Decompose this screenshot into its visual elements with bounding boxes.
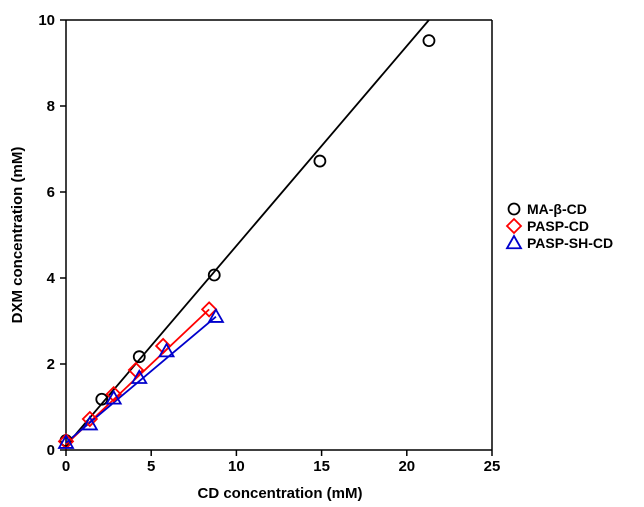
y-tick-label: 2 [47, 356, 55, 373]
legend-marker [505, 234, 523, 250]
data-point [154, 337, 172, 355]
legend-label: MA-β-CD [527, 201, 587, 217]
y-tick-label: 6 [47, 184, 55, 201]
legend-marker [505, 217, 523, 235]
data-point [207, 268, 221, 282]
legend-label: PASP-SH-CD [527, 235, 613, 251]
data-point [105, 385, 122, 403]
fit-lines [65, 19, 430, 447]
x-tick-label: 10 [228, 458, 245, 475]
legend-marker [507, 202, 521, 216]
data-point [157, 342, 176, 358]
x-tick-label: 20 [398, 458, 415, 475]
fit-line [65, 19, 430, 447]
y-tick-label: 10 [38, 12, 55, 29]
data-point [313, 154, 327, 168]
data-point [105, 389, 123, 405]
x-axis-title: CD concentration (mM) [198, 485, 363, 502]
y-tick-label: 8 [47, 98, 55, 115]
data-point [81, 415, 99, 431]
data-point [57, 433, 75, 449]
fit-line [65, 316, 217, 444]
axes: 0 5 10 15 20 25 0 2 4 6 8 10 [38, 12, 500, 475]
data-point [207, 307, 225, 323]
data-point [422, 34, 436, 48]
data-point [95, 392, 109, 406]
x-tick-label: 5 [147, 458, 155, 475]
data-point [130, 368, 148, 384]
x-tick-label: 15 [313, 458, 330, 475]
data-point [81, 410, 99, 428]
x-tick-label: 25 [484, 458, 501, 475]
y-tick-label: 0 [47, 442, 55, 459]
data-point [132, 350, 146, 364]
legend-label: PASP-CD [527, 218, 589, 234]
y-axis-title: DXM concentration (mM) [9, 147, 26, 324]
data-point [200, 301, 218, 318]
y-tick-label: 4 [47, 270, 56, 287]
x-tick-label: 0 [62, 458, 70, 475]
data-points [57, 34, 436, 450]
